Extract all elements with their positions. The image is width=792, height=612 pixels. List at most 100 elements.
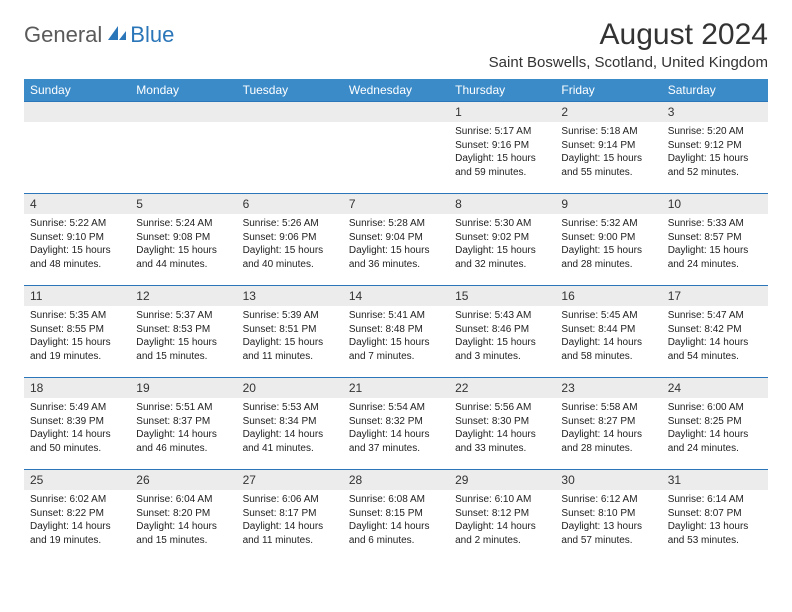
calendar-cell: 25Sunrise: 6:02 AMSunset: 8:22 PMDayligh… — [24, 470, 130, 562]
calendar-cell: 1Sunrise: 5:17 AMSunset: 9:16 PMDaylight… — [449, 102, 555, 194]
day-content: Sunrise: 5:35 AMSunset: 8:55 PMDaylight:… — [24, 306, 130, 369]
location: Saint Boswells, Scotland, United Kingdom — [489, 54, 768, 71]
daylight-line: Daylight: 14 hours and 2 minutes. — [455, 520, 549, 547]
day-number: 30 — [555, 470, 661, 490]
sunrise-line: Sunrise: 5:53 AM — [243, 401, 337, 415]
dayname-header: Friday — [555, 79, 661, 102]
sunset-line: Sunset: 8:20 PM — [136, 507, 230, 521]
sunrise-line: Sunrise: 6:00 AM — [668, 401, 762, 415]
sunrise-line: Sunrise: 6:02 AM — [30, 493, 124, 507]
day-content: Sunrise: 5:56 AMSunset: 8:30 PMDaylight:… — [449, 398, 555, 461]
sunset-line: Sunset: 9:08 PM — [136, 231, 230, 245]
month-title: August 2024 — [489, 18, 768, 52]
calendar-cell: 29Sunrise: 6:10 AMSunset: 8:12 PMDayligh… — [449, 470, 555, 562]
day-content: Sunrise: 6:00 AMSunset: 8:25 PMDaylight:… — [662, 398, 768, 461]
daylight-line: Daylight: 14 hours and 11 minutes. — [243, 520, 337, 547]
day-content: Sunrise: 6:02 AMSunset: 8:22 PMDaylight:… — [24, 490, 130, 553]
sunrise-line: Sunrise: 5:39 AM — [243, 309, 337, 323]
sunset-line: Sunset: 9:12 PM — [668, 139, 762, 153]
sunset-line: Sunset: 8:44 PM — [561, 323, 655, 337]
day-content: Sunrise: 5:18 AMSunset: 9:14 PMDaylight:… — [555, 122, 661, 185]
daylight-line: Daylight: 15 hours and 11 minutes. — [243, 336, 337, 363]
sunset-line: Sunset: 8:53 PM — [136, 323, 230, 337]
day-number: 15 — [449, 286, 555, 306]
calendar-cell: 18Sunrise: 5:49 AMSunset: 8:39 PMDayligh… — [24, 378, 130, 470]
day-number: 16 — [555, 286, 661, 306]
day-content: Sunrise: 6:10 AMSunset: 8:12 PMDaylight:… — [449, 490, 555, 553]
day-content: Sunrise: 5:30 AMSunset: 9:02 PMDaylight:… — [449, 214, 555, 277]
day-number: 8 — [449, 194, 555, 214]
calendar-cell: 30Sunrise: 6:12 AMSunset: 8:10 PMDayligh… — [555, 470, 661, 562]
calendar-cell — [237, 102, 343, 194]
day-number: 10 — [662, 194, 768, 214]
daylight-line: Daylight: 14 hours and 19 minutes. — [30, 520, 124, 547]
dayname-header: Saturday — [662, 79, 768, 102]
daylight-line: Daylight: 15 hours and 7 minutes. — [349, 336, 443, 363]
daylight-line: Daylight: 15 hours and 15 minutes. — [136, 336, 230, 363]
day-number: 12 — [130, 286, 236, 306]
daylight-line: Daylight: 14 hours and 24 minutes. — [668, 428, 762, 455]
sunset-line: Sunset: 9:14 PM — [561, 139, 655, 153]
sunset-line: Sunset: 8:12 PM — [455, 507, 549, 521]
sunset-line: Sunset: 8:15 PM — [349, 507, 443, 521]
day-number: 29 — [449, 470, 555, 490]
empty-daynum — [130, 102, 236, 122]
day-number: 1 — [449, 102, 555, 122]
daylight-line: Daylight: 15 hours and 48 minutes. — [30, 244, 124, 271]
calendar-table: SundayMondayTuesdayWednesdayThursdayFrid… — [24, 79, 768, 562]
sunrise-line: Sunrise: 5:30 AM — [455, 217, 549, 231]
sunrise-line: Sunrise: 5:22 AM — [30, 217, 124, 231]
sunrise-line: Sunrise: 6:10 AM — [455, 493, 549, 507]
day-content: Sunrise: 5:37 AMSunset: 8:53 PMDaylight:… — [130, 306, 236, 369]
day-number: 5 — [130, 194, 236, 214]
day-content: Sunrise: 6:06 AMSunset: 8:17 PMDaylight:… — [237, 490, 343, 553]
empty-daynum — [237, 102, 343, 122]
day-content: Sunrise: 5:41 AMSunset: 8:48 PMDaylight:… — [343, 306, 449, 369]
day-number: 6 — [237, 194, 343, 214]
calendar-cell: 6Sunrise: 5:26 AMSunset: 9:06 PMDaylight… — [237, 194, 343, 286]
calendar-cell: 24Sunrise: 6:00 AMSunset: 8:25 PMDayligh… — [662, 378, 768, 470]
day-content: Sunrise: 5:24 AMSunset: 9:08 PMDaylight:… — [130, 214, 236, 277]
daylight-line: Daylight: 14 hours and 54 minutes. — [668, 336, 762, 363]
sunset-line: Sunset: 8:07 PM — [668, 507, 762, 521]
sunrise-line: Sunrise: 5:51 AM — [136, 401, 230, 415]
calendar-cell: 10Sunrise: 5:33 AMSunset: 8:57 PMDayligh… — [662, 194, 768, 286]
day-number: 23 — [555, 378, 661, 398]
day-number: 22 — [449, 378, 555, 398]
day-number: 3 — [662, 102, 768, 122]
day-number: 26 — [130, 470, 236, 490]
calendar-cell: 4Sunrise: 5:22 AMSunset: 9:10 PMDaylight… — [24, 194, 130, 286]
calendar-cell: 27Sunrise: 6:06 AMSunset: 8:17 PMDayligh… — [237, 470, 343, 562]
day-content: Sunrise: 5:39 AMSunset: 8:51 PMDaylight:… — [237, 306, 343, 369]
calendar-cell: 31Sunrise: 6:14 AMSunset: 8:07 PMDayligh… — [662, 470, 768, 562]
sunrise-line: Sunrise: 5:43 AM — [455, 309, 549, 323]
day-content: Sunrise: 5:45 AMSunset: 8:44 PMDaylight:… — [555, 306, 661, 369]
sunrise-line: Sunrise: 5:35 AM — [30, 309, 124, 323]
calendar-cell: 16Sunrise: 5:45 AMSunset: 8:44 PMDayligh… — [555, 286, 661, 378]
calendar-cell: 12Sunrise: 5:37 AMSunset: 8:53 PMDayligh… — [130, 286, 236, 378]
daylight-line: Daylight: 15 hours and 19 minutes. — [30, 336, 124, 363]
daylight-line: Daylight: 14 hours and 6 minutes. — [349, 520, 443, 547]
day-content: Sunrise: 5:17 AMSunset: 9:16 PMDaylight:… — [449, 122, 555, 185]
daylight-line: Daylight: 13 hours and 53 minutes. — [668, 520, 762, 547]
sunset-line: Sunset: 9:02 PM — [455, 231, 549, 245]
day-content: Sunrise: 6:14 AMSunset: 8:07 PMDaylight:… — [662, 490, 768, 553]
sunset-line: Sunset: 8:55 PM — [30, 323, 124, 337]
sunset-line: Sunset: 9:00 PM — [561, 231, 655, 245]
calendar-cell: 3Sunrise: 5:20 AMSunset: 9:12 PMDaylight… — [662, 102, 768, 194]
calendar-cell: 19Sunrise: 5:51 AMSunset: 8:37 PMDayligh… — [130, 378, 236, 470]
calendar-cell — [24, 102, 130, 194]
dayname-header: Thursday — [449, 79, 555, 102]
sunrise-line: Sunrise: 6:08 AM — [349, 493, 443, 507]
calendar-cell: 21Sunrise: 5:54 AMSunset: 8:32 PMDayligh… — [343, 378, 449, 470]
logo-text-blue: Blue — [130, 22, 174, 48]
daylight-line: Daylight: 14 hours and 37 minutes. — [349, 428, 443, 455]
day-content: Sunrise: 5:49 AMSunset: 8:39 PMDaylight:… — [24, 398, 130, 461]
day-content: Sunrise: 5:54 AMSunset: 8:32 PMDaylight:… — [343, 398, 449, 461]
daylight-line: Daylight: 15 hours and 24 minutes. — [668, 244, 762, 271]
day-number: 18 — [24, 378, 130, 398]
empty-daynum — [24, 102, 130, 122]
day-number: 4 — [24, 194, 130, 214]
calendar-row: 18Sunrise: 5:49 AMSunset: 8:39 PMDayligh… — [24, 378, 768, 470]
day-number: 11 — [24, 286, 130, 306]
